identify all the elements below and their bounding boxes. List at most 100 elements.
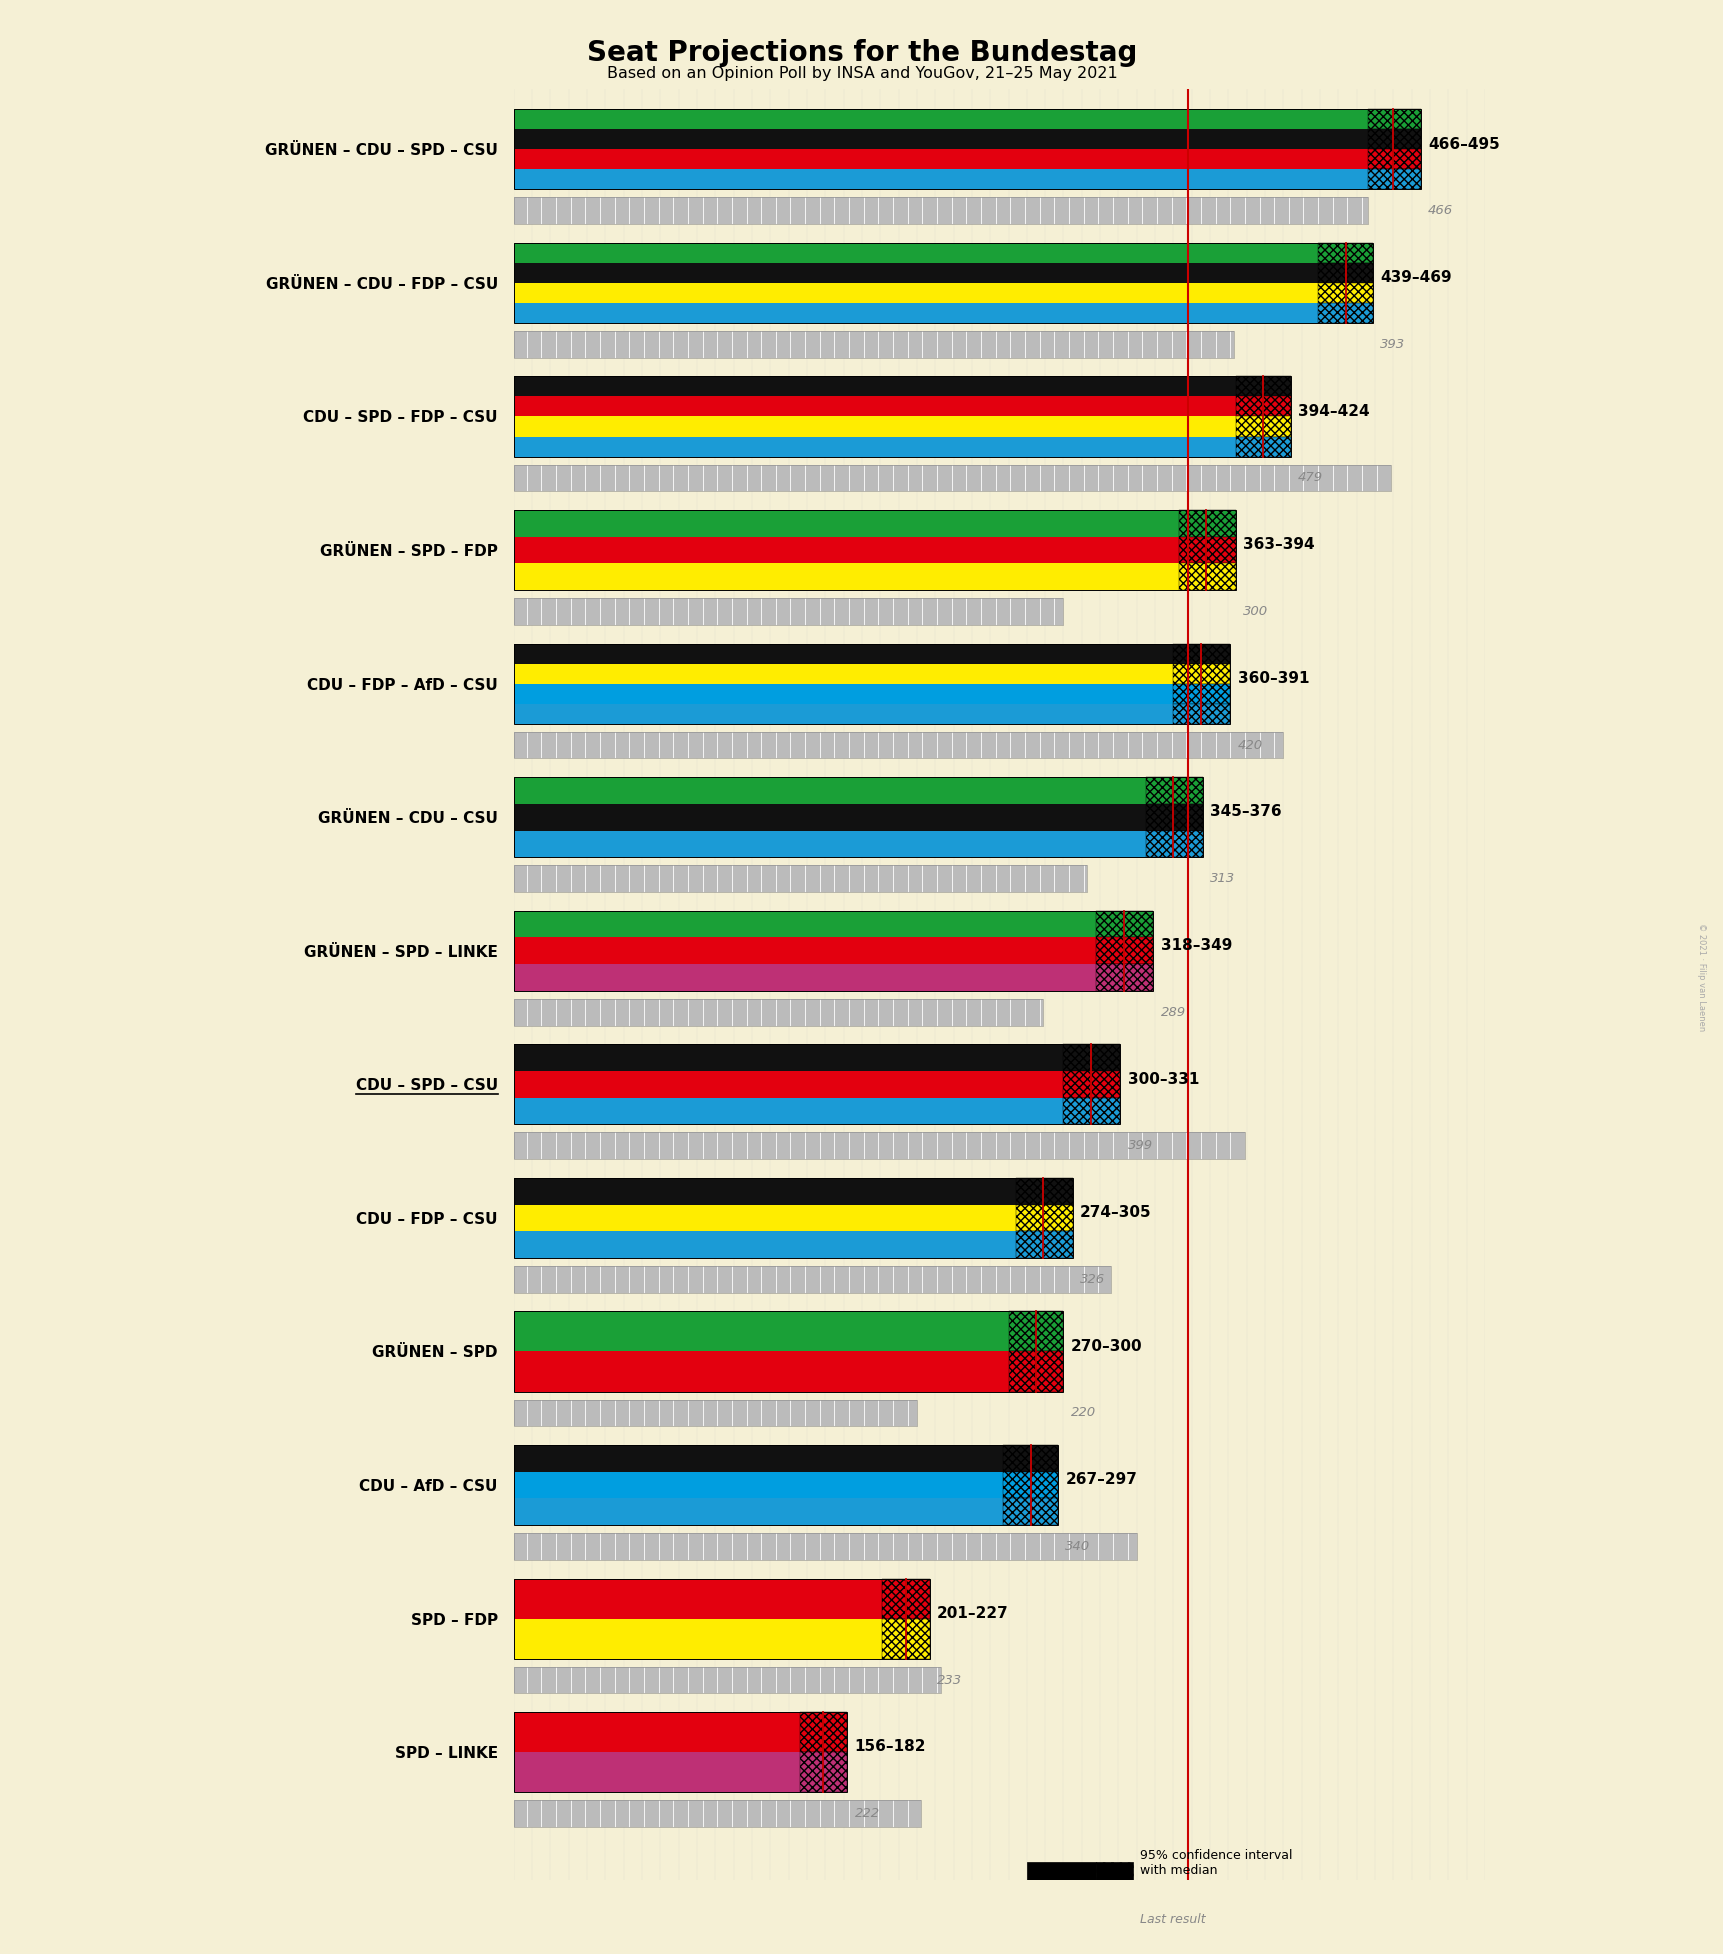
Bar <box>513 778 1146 803</box>
Bar <box>1096 911 1153 938</box>
Bar <box>513 1534 1135 1559</box>
Bar <box>1318 283 1372 303</box>
Bar <box>513 803 1146 830</box>
Bar <box>1063 1098 1120 1124</box>
Text: Seat Projections for the Bundestag: Seat Projections for the Bundestag <box>586 39 1137 66</box>
Text: Last result: Last result <box>1141 1913 1206 1925</box>
Bar <box>1235 397 1291 416</box>
Bar <box>513 1712 799 1753</box>
Bar <box>513 963 1096 991</box>
Bar <box>1063 1071 1120 1098</box>
Bar <box>1235 436 1291 457</box>
Bar <box>513 283 1318 303</box>
Bar <box>513 998 1042 1026</box>
Text: 300: 300 <box>1242 606 1268 617</box>
Bar <box>513 510 1179 537</box>
Bar <box>513 998 1042 1026</box>
Bar <box>513 465 1390 490</box>
Bar <box>513 1446 1003 1471</box>
Text: 420: 420 <box>1237 739 1261 752</box>
Bar <box>513 1712 846 1792</box>
Bar <box>513 1311 1008 1352</box>
Bar <box>513 1204 1015 1231</box>
Bar <box>1015 1231 1072 1258</box>
Bar <box>513 1618 882 1659</box>
Bar <box>513 436 1235 457</box>
Bar <box>513 397 1235 416</box>
Bar <box>513 1579 929 1659</box>
Bar <box>1318 264 1372 283</box>
Bar <box>1235 416 1291 436</box>
Bar <box>513 1534 1135 1559</box>
Bar <box>513 330 1234 358</box>
Bar <box>513 377 1235 397</box>
Text: 156–182: 156–182 <box>855 1739 925 1755</box>
Bar <box>1096 938 1153 963</box>
Text: 95% confidence interval
with median: 95% confidence interval with median <box>1141 1848 1292 1878</box>
Bar <box>513 1133 1244 1159</box>
Bar <box>513 129 1366 149</box>
Bar <box>513 1352 1008 1391</box>
Text: © 2021 · Filip van Laenen: © 2021 · Filip van Laenen <box>1695 922 1706 1032</box>
Bar <box>1366 109 1420 129</box>
Bar <box>1146 778 1203 803</box>
Bar <box>1366 129 1420 149</box>
Bar <box>1318 303 1372 322</box>
Text: 393: 393 <box>1380 338 1404 352</box>
Bar <box>513 264 1318 283</box>
Bar <box>513 1446 1058 1526</box>
Text: 345–376: 345–376 <box>1210 805 1280 819</box>
Bar <box>513 1579 882 1618</box>
Bar <box>513 242 1372 322</box>
Bar <box>513 1266 1110 1294</box>
Text: 363–394: 363–394 <box>1242 537 1315 553</box>
Bar <box>513 1231 1015 1258</box>
Bar <box>1173 703 1230 723</box>
Bar <box>513 830 1146 858</box>
Bar <box>513 1667 941 1694</box>
Bar <box>1179 510 1235 537</box>
Bar <box>513 170 1366 190</box>
Bar <box>513 109 1366 129</box>
Bar <box>1366 170 1420 190</box>
Bar <box>513 1399 917 1426</box>
Bar <box>513 1043 1063 1071</box>
Bar <box>513 537 1179 563</box>
Bar <box>513 866 1087 893</box>
Bar <box>1008 1352 1063 1391</box>
Bar <box>1015 1178 1072 1204</box>
Bar <box>513 778 1203 858</box>
Bar <box>513 242 1318 264</box>
Bar <box>513 643 1173 664</box>
Bar <box>513 664 1173 684</box>
Bar <box>513 1499 1003 1526</box>
Bar <box>513 149 1366 170</box>
Bar <box>513 731 1282 758</box>
Bar <box>513 1800 920 1827</box>
Bar <box>513 197 1366 225</box>
Bar <box>513 1399 917 1426</box>
Bar <box>1015 1204 1072 1231</box>
Text: 439–469: 439–469 <box>1380 270 1451 285</box>
Bar <box>513 303 1318 322</box>
Bar <box>1096 1862 1132 1891</box>
Bar <box>513 416 1235 436</box>
Bar <box>1173 684 1230 703</box>
Bar <box>513 911 1096 938</box>
Bar <box>513 1667 941 1694</box>
Bar <box>1318 242 1372 264</box>
Bar <box>513 598 1063 625</box>
Bar <box>1235 377 1291 397</box>
Bar <box>1003 1499 1058 1526</box>
Bar <box>513 1133 1244 1159</box>
Bar <box>513 1266 1110 1294</box>
Bar <box>799 1753 846 1792</box>
Bar <box>513 866 1087 893</box>
Bar <box>1173 643 1230 664</box>
Bar <box>882 1618 929 1659</box>
Bar <box>1063 1043 1120 1071</box>
Text: 466: 466 <box>1427 205 1452 217</box>
Bar <box>513 563 1179 590</box>
Text: 289: 289 <box>1160 1006 1185 1018</box>
Text: 222: 222 <box>855 1807 879 1819</box>
